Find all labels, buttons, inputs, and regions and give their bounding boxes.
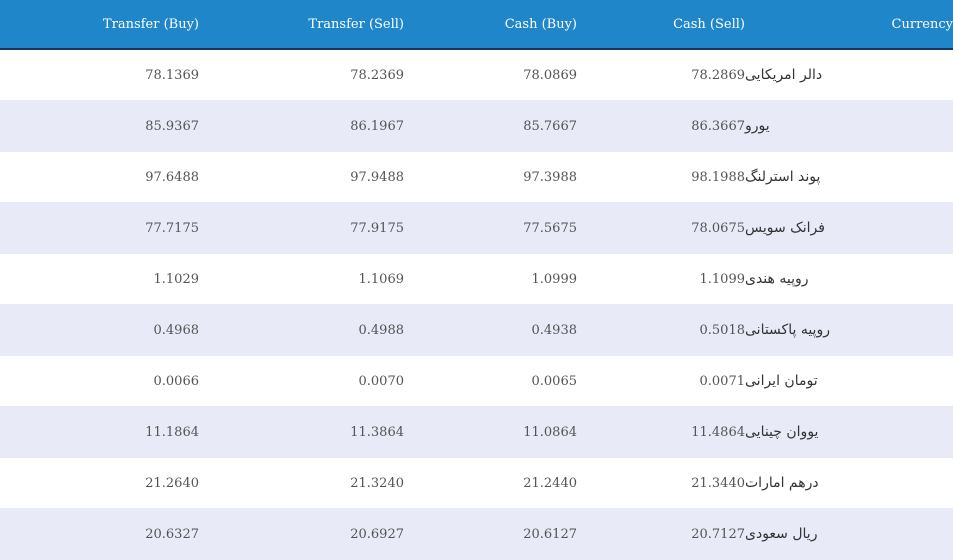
cell-cash-sell: 86.3667 (577, 100, 745, 152)
cell-cash-buy: 11.0864 (404, 406, 577, 458)
header-cash-buy: Cash (Buy) (404, 0, 577, 50)
cell-cash-sell: 11.4864 (577, 406, 745, 458)
table-row: 1.1029 1.1069 1.0999 1.1099 روپیه هندی (0, 253, 953, 305)
cell-transfer-buy: 0.0066 (0, 355, 199, 407)
cell-cash-buy: 97.3988 (404, 151, 577, 203)
cell-transfer-buy: 21.2640 (0, 457, 199, 509)
table-row: 0.4968 0.4988 0.4938 0.5018 روپیه پاکستا… (0, 304, 953, 356)
cell-currency: دالر امریکایی (745, 49, 953, 101)
cell-currency: روپیه پاکستانی (745, 304, 953, 356)
cell-cash-sell: 78.0675 (577, 202, 745, 254)
cell-cash-buy: 20.6127 (404, 508, 577, 560)
cell-transfer-sell: 78.2369 (199, 49, 404, 101)
cell-transfer-sell: 0.0070 (199, 355, 404, 407)
cell-cash-sell: 1.1099 (577, 253, 745, 305)
header-cash-sell: Cash (Sell) (577, 0, 745, 50)
table-row: 77.7175 77.9175 77.5675 78.0675 فرانک سو… (0, 202, 953, 254)
cell-cash-buy: 0.4938 (404, 304, 577, 356)
header-transfer-sell: Transfer (Sell) (199, 0, 404, 50)
table-row: 85.9367 86.1967 85.7667 86.3667 یورو (0, 100, 953, 152)
cell-transfer-sell: 20.6927 (199, 508, 404, 560)
cell-currency: ریال سعودی (745, 508, 953, 560)
cell-transfer-sell: 0.4988 (199, 304, 404, 356)
table-header: Transfer (Buy) Transfer (Sell) Cash (Buy… (0, 0, 953, 50)
table-row: 20.6327 20.6927 20.6127 20.7127 ریال سعو… (0, 508, 953, 560)
cell-transfer-sell: 1.1069 (199, 253, 404, 305)
cell-cash-sell: 0.0071 (577, 355, 745, 407)
header-currency: Currency (745, 0, 953, 50)
cell-currency: یورو (745, 100, 953, 152)
cell-transfer-buy: 1.1029 (0, 253, 199, 305)
cell-transfer-sell: 97.9488 (199, 151, 404, 203)
cell-transfer-buy: 78.1369 (0, 49, 199, 101)
cell-cash-sell: 98.1988 (577, 151, 745, 203)
cell-cash-buy: 1.0999 (404, 253, 577, 305)
table-row: 21.2640 21.3240 21.2440 21.3440 درهم اما… (0, 457, 953, 509)
cell-transfer-buy: 0.4968 (0, 304, 199, 356)
table-row: 78.1369 78.2369 78.0869 78.2869 دالر امر… (0, 49, 953, 101)
cell-transfer-buy: 85.9367 (0, 100, 199, 152)
cell-currency: تومان ایرانی (745, 355, 953, 407)
cell-transfer-sell: 77.9175 (199, 202, 404, 254)
cell-cash-sell: 78.2869 (577, 49, 745, 101)
header-row: Transfer (Buy) Transfer (Sell) Cash (Buy… (0, 0, 953, 50)
cell-transfer-buy: 77.7175 (0, 202, 199, 254)
cell-cash-buy: 78.0869 (404, 49, 577, 101)
cell-currency: فرانک سویس (745, 202, 953, 254)
cell-currency: پوند استرلنگ (745, 151, 953, 203)
cell-cash-buy: 85.7667 (404, 100, 577, 152)
table-body: 78.1369 78.2369 78.0869 78.2869 دالر امر… (0, 49, 953, 560)
cell-cash-sell: 21.3440 (577, 457, 745, 509)
table-row: 11.1864 11.3864 11.0864 11.4864 یووان چی… (0, 406, 953, 458)
header-transfer-buy: Transfer (Buy) (0, 0, 199, 50)
cell-cash-sell: 0.5018 (577, 304, 745, 356)
cell-transfer-buy: 20.6327 (0, 508, 199, 560)
cell-transfer-sell: 86.1967 (199, 100, 404, 152)
cell-transfer-sell: 21.3240 (199, 457, 404, 509)
cell-cash-buy: 77.5675 (404, 202, 577, 254)
cell-transfer-buy: 11.1864 (0, 406, 199, 458)
cell-transfer-sell: 11.3864 (199, 406, 404, 458)
cell-cash-buy: 0.0065 (404, 355, 577, 407)
table-row: 97.6488 97.9488 97.3988 98.1988 پوند است… (0, 151, 953, 203)
cell-cash-sell: 20.7127 (577, 508, 745, 560)
table-row: 0.0066 0.0070 0.0065 0.0071 تومان ایرانی (0, 355, 953, 407)
cell-currency: یووان چینایی (745, 406, 953, 458)
cell-cash-buy: 21.2440 (404, 457, 577, 509)
cell-currency: روپیه هندی (745, 253, 953, 305)
cell-currency: درهم امارات (745, 457, 953, 509)
cell-transfer-buy: 97.6488 (0, 151, 199, 203)
